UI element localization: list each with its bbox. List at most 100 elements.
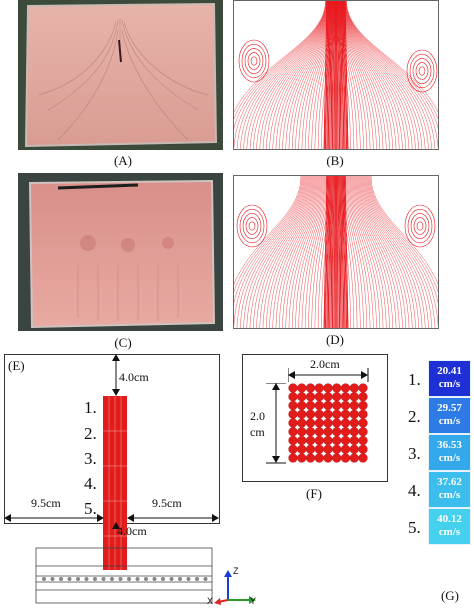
orifice-hole <box>297 435 307 446</box>
orifice-hole <box>288 418 298 428</box>
vortex-ring <box>410 213 430 239</box>
vortex-ring <box>244 48 264 74</box>
orifice-hole <box>323 427 333 437</box>
vortex-ring <box>406 49 438 93</box>
velocity-cell: 37.62 cm/s <box>428 471 471 508</box>
orifice-hole <box>314 444 324 454</box>
vortex-ring <box>404 204 436 248</box>
side-view-hole <box>127 577 131 581</box>
streamline <box>348 176 377 328</box>
side-view-hole <box>135 577 140 581</box>
jet-streamline <box>329 176 332 328</box>
velocity-unit: cm/s <box>438 489 461 501</box>
orifice-hole <box>332 453 342 463</box>
orifice-hole <box>288 392 298 402</box>
streamline <box>301 176 326 328</box>
jet-streamline <box>340 1 343 149</box>
streamline <box>279 176 319 328</box>
panel-c-photo <box>18 173 223 331</box>
vel-index-2: 2. <box>408 407 421 426</box>
streamline <box>269 176 316 328</box>
streamline <box>234 1 327 130</box>
side-view-hole <box>59 577 63 581</box>
vel-index-5: 5. <box>408 518 421 537</box>
velocity-cell: 20.41 cm/s <box>428 360 471 397</box>
jet-streamline <box>323 176 328 328</box>
orifice-hole <box>349 418 359 428</box>
orifice-hole <box>323 409 333 419</box>
bottom-gap-arrow <box>112 522 120 529</box>
streamline <box>269 1 331 149</box>
streamline <box>350 176 384 328</box>
streamline <box>253 1 329 149</box>
orifice-hole <box>323 383 333 393</box>
jet-streamline <box>323 1 328 149</box>
orifice-hole <box>323 400 333 411</box>
side-view-hole <box>67 577 72 581</box>
jet-streamline <box>339 176 342 328</box>
orifice-hole <box>297 453 307 463</box>
orifice-hole <box>349 427 359 437</box>
vortex-ring <box>248 221 256 231</box>
orifice-hole <box>305 453 316 463</box>
streamline <box>370 176 438 285</box>
orifice-hole <box>358 444 368 454</box>
streamline <box>292 176 323 328</box>
orifice-hole <box>349 453 359 463</box>
jet-streamline <box>337 176 339 328</box>
row-label-3: 3. <box>84 449 97 468</box>
vel-index-1: 1. <box>408 370 421 389</box>
streamline <box>243 176 308 328</box>
streamline <box>353 176 393 328</box>
streamline <box>359 176 413 328</box>
streamline <box>240 1 328 149</box>
jet-streamline <box>337 1 339 149</box>
side-view-hole <box>152 577 157 581</box>
orifice-hole <box>349 409 359 419</box>
streamline <box>275 176 318 328</box>
streamline <box>298 176 325 328</box>
jet-streamline <box>338 176 340 328</box>
panel-a-image <box>18 0 223 150</box>
orifice-holes <box>103 396 127 570</box>
vortex-ring <box>245 217 259 235</box>
orifice-hole <box>305 435 316 446</box>
side-view-hole <box>169 577 174 581</box>
streamline <box>346 1 438 113</box>
streamline <box>259 176 313 328</box>
orifice-hole <box>305 427 316 437</box>
vortex-ring <box>409 53 435 89</box>
velocity-unit: cm/s <box>438 526 461 538</box>
streamline <box>234 176 304 304</box>
side-view-hole <box>203 577 208 581</box>
streamline <box>356 176 403 328</box>
panel-e-label: (E) <box>8 358 25 373</box>
jet-streamline <box>341 1 345 149</box>
row-label-4: 4. <box>84 474 97 493</box>
panel-d-streamlines <box>233 175 439 329</box>
velocity-cell: 40.12 cm/s <box>428 508 471 545</box>
orifice-hole <box>323 453 333 463</box>
vortex-ring <box>412 58 432 84</box>
orifice-hole <box>314 383 324 393</box>
streamline <box>243 1 328 149</box>
jet-streamline <box>342 1 346 149</box>
orifice-hole <box>305 444 316 454</box>
velocity-unit: cm/s <box>438 378 461 390</box>
side-view-hole <box>101 577 106 581</box>
orifice-hole <box>323 392 333 402</box>
orifice-hole <box>332 409 342 419</box>
streamline <box>357 176 406 328</box>
jet-streamline <box>333 1 335 149</box>
right-gap-label: 9.5cm <box>152 496 182 510</box>
vortex-ring <box>250 56 258 66</box>
streamline <box>345 1 435 149</box>
orifice-hole <box>340 435 351 446</box>
velocity-cell: 29.57 cm/s <box>428 397 471 434</box>
jet-streamline <box>327 1 331 149</box>
streamline <box>246 176 309 328</box>
velocity-unit: cm/s <box>438 452 461 464</box>
streamline <box>344 1 426 149</box>
streamline <box>345 1 438 120</box>
jet-streamline <box>341 176 345 328</box>
